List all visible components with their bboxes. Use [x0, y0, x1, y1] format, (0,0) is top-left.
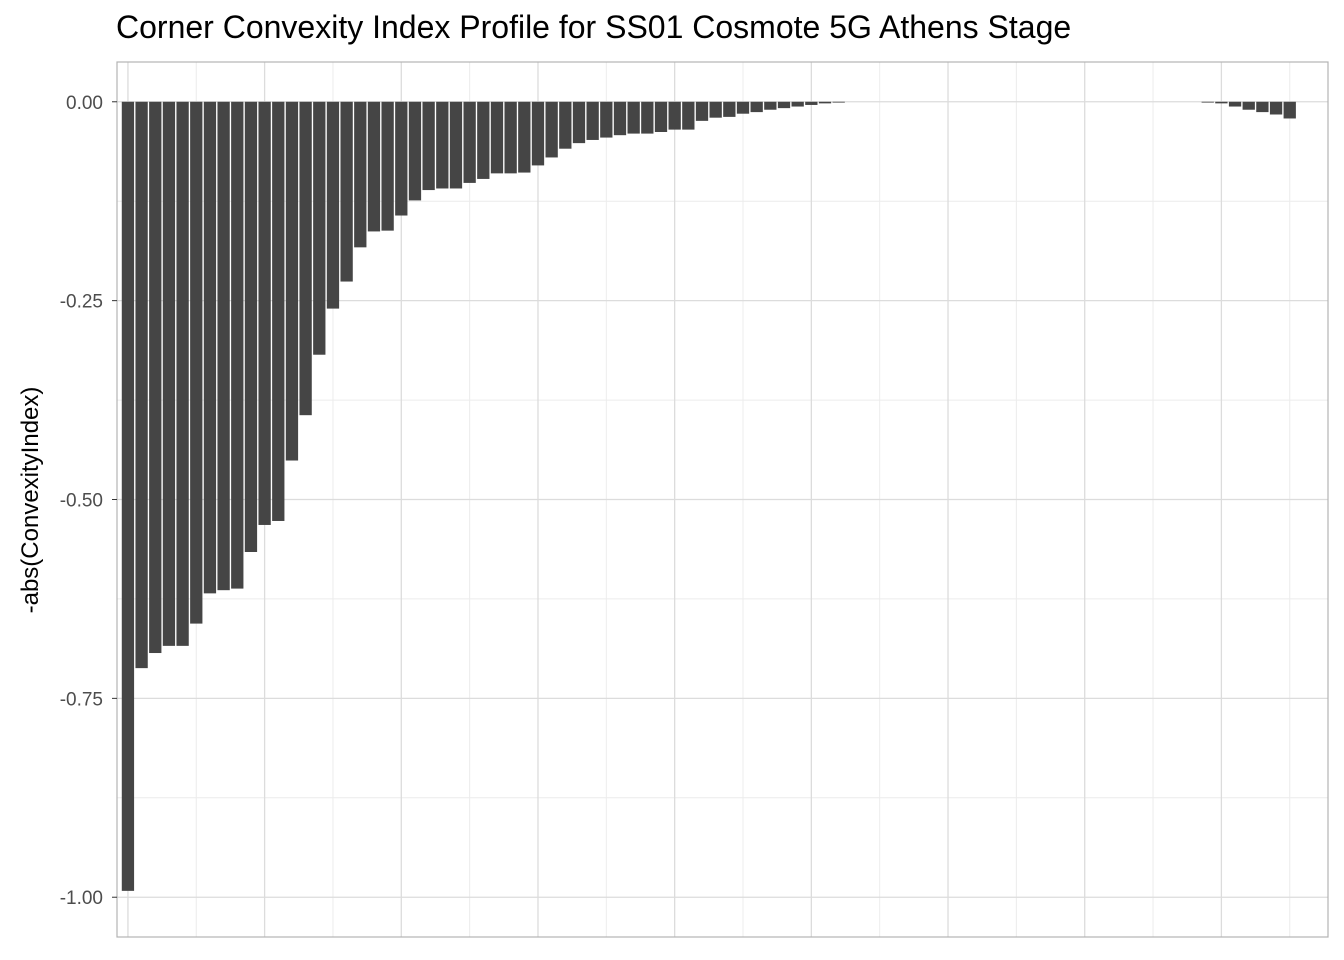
bar [791, 101, 804, 107]
bar [244, 101, 258, 552]
bar [641, 101, 654, 134]
bar [736, 101, 750, 114]
bar [750, 101, 763, 113]
bar [449, 101, 463, 189]
grid-lines [117, 62, 1328, 937]
bar [340, 101, 353, 282]
bar [1242, 101, 1255, 110]
y-tick-label: -1.00 [60, 888, 103, 909]
bar [613, 101, 627, 136]
chart-title: Corner Convexity Index Profile for SS01 … [116, 9, 1071, 45]
bar [709, 101, 722, 118]
bar [490, 101, 504, 174]
bar [518, 101, 531, 173]
bar [1228, 101, 1242, 107]
y-tick-label: -0.75 [60, 689, 103, 710]
bar [463, 101, 476, 183]
bar [436, 101, 449, 189]
bar [408, 101, 422, 201]
y-tick-label: -0.25 [60, 292, 103, 313]
bar [299, 101, 312, 416]
bar [1215, 101, 1228, 104]
bar [818, 101, 832, 104]
bar [654, 101, 668, 132]
bar [258, 101, 271, 525]
bar [395, 101, 408, 216]
bar [805, 101, 818, 105]
bar [1283, 101, 1296, 119]
bar [723, 101, 736, 117]
bar [135, 101, 148, 669]
bar [149, 101, 162, 654]
bar [545, 101, 558, 158]
y-axis-ticks: 0.00 -0.25 -0.50 -0.75 -1.00 [60, 93, 117, 909]
y-tick-label: 0.00 [66, 93, 103, 114]
bar [1256, 101, 1269, 113]
bar [203, 101, 217, 594]
bar [354, 101, 367, 248]
bar [586, 101, 599, 140]
bar [531, 101, 545, 166]
bar [326, 101, 340, 309]
bar [600, 101, 613, 138]
y-tick-label: -0.50 [60, 491, 103, 512]
bar [1201, 101, 1214, 103]
y-axis-label: -abs(ConvexityIndex) [17, 387, 44, 614]
bar [190, 101, 203, 624]
bar [504, 101, 517, 174]
bar [477, 101, 490, 179]
bar [764, 101, 777, 110]
bar [313, 101, 326, 355]
bar [217, 101, 230, 591]
bar [1269, 101, 1283, 115]
bar-series [121, 101, 1296, 891]
bar [176, 101, 189, 646]
bar [121, 101, 135, 891]
bar [627, 101, 640, 134]
bar [682, 101, 695, 130]
bar [572, 101, 586, 144]
bar [367, 101, 381, 232]
bar [559, 101, 572, 149]
bar [422, 101, 435, 191]
bar [832, 101, 845, 103]
bar [381, 101, 394, 231]
bar [285, 101, 299, 461]
bar [668, 101, 681, 130]
bar [695, 101, 709, 121]
bar [777, 101, 791, 109]
bar [162, 101, 176, 646]
bar [272, 101, 285, 521]
bar [231, 101, 244, 589]
